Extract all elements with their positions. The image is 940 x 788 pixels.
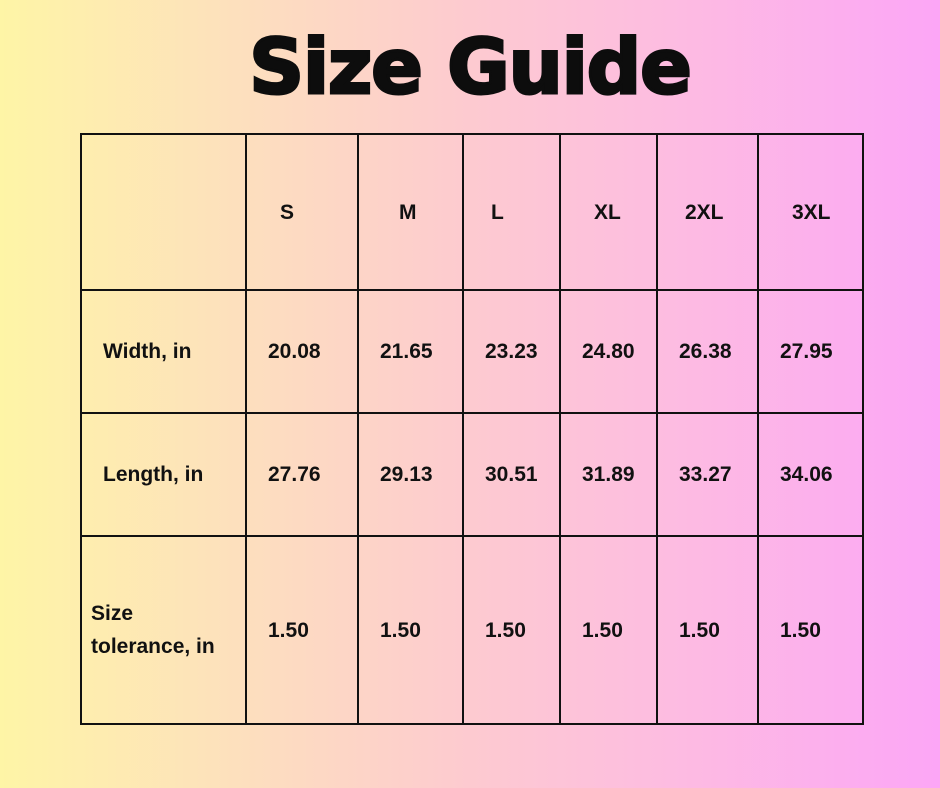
- header-size-s: S: [245, 133, 359, 291]
- table-row: Length, in 27.76 29.13 30.51 31.89 33.27…: [80, 412, 864, 537]
- table-cell: 27.76: [245, 412, 359, 537]
- table-cell: 1.50: [656, 535, 759, 725]
- table-cell: 33.27: [656, 412, 759, 537]
- header-size-l: L: [462, 133, 561, 291]
- table-cell: 26.38: [656, 289, 759, 414]
- header-size-3xl: 3XL: [757, 133, 864, 291]
- header-empty-cell: [80, 133, 247, 291]
- header-size-xl: XL: [559, 133, 658, 291]
- table-cell: 1.50: [245, 535, 359, 725]
- table-cell: 27.95: [757, 289, 864, 414]
- row-label: Width, in: [80, 289, 247, 414]
- header-size-m: M: [357, 133, 464, 291]
- header-size-2xl: 2XL: [656, 133, 759, 291]
- table-cell: 34.06: [757, 412, 864, 537]
- table-cell: 1.50: [757, 535, 864, 725]
- table-row: Size tolerance, in 1.50 1.50 1.50 1.50 1…: [80, 535, 864, 725]
- row-label: Length, in: [80, 412, 247, 537]
- table-cell: 30.51: [462, 412, 561, 537]
- header-row: S M L XL 2XL 3XL: [80, 133, 864, 291]
- table-cell: 23.23: [462, 289, 561, 414]
- table-cell: 29.13: [357, 412, 464, 537]
- table-cell: 21.65: [357, 289, 464, 414]
- table-cell: 20.08: [245, 289, 359, 414]
- page-title: Size Guide: [248, 21, 694, 113]
- table-cell: 24.80: [559, 289, 658, 414]
- table-row: Width, in 20.08 21.65 23.23 24.80 26.38 …: [80, 289, 864, 414]
- table-cell: 1.50: [462, 535, 561, 725]
- row-label: Size tolerance, in: [80, 535, 247, 725]
- table-cell: 1.50: [357, 535, 464, 725]
- size-table: S M L XL 2XL 3XL Width, in 20.08 21.65 2…: [80, 133, 864, 725]
- table-cell: 1.50: [559, 535, 658, 725]
- table-cell: 31.89: [559, 412, 658, 537]
